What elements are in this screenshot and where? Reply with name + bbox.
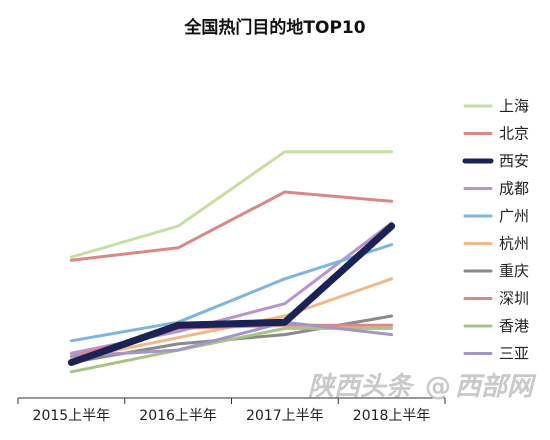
watermark-right: 西部网 — [455, 372, 537, 402]
legend-label: 广州 — [499, 207, 529, 225]
watermark-separator: @ — [425, 372, 451, 402]
legend-label: 北京 — [499, 125, 529, 143]
series-line — [69, 190, 394, 262]
legend-label: 香港 — [499, 317, 529, 335]
series-line — [69, 243, 394, 343]
watermark-left: 陕西头条 — [308, 372, 415, 402]
x-tick-label: 2017上半年 — [246, 408, 324, 424]
series-layer — [67, 150, 396, 374]
x-axis: 2015上半年 2016上半年 2017上半年 2018上半年 — [17, 397, 446, 424]
chart-title: 全国热门目的地TOP10 — [183, 17, 365, 38]
watermark: 陕西头条 @ 西部网 — [308, 372, 537, 402]
legend-label: 三亚 — [499, 345, 529, 363]
legend-label: 成都 — [499, 180, 529, 198]
x-tick-label: 2015上半年 — [33, 408, 111, 424]
legend-label: 上海 — [499, 97, 529, 115]
x-tick-label: 2016上半年 — [139, 408, 217, 424]
legend-label: 重庆 — [499, 262, 529, 280]
series-line — [69, 320, 394, 358]
legend-label: 西安 — [499, 152, 529, 170]
legend-label: 杭州 — [499, 235, 529, 253]
legend-label: 深圳 — [499, 290, 529, 308]
x-tick-label: 2018上半年 — [353, 408, 431, 424]
series-line — [69, 150, 394, 259]
series-line — [67, 222, 396, 366]
